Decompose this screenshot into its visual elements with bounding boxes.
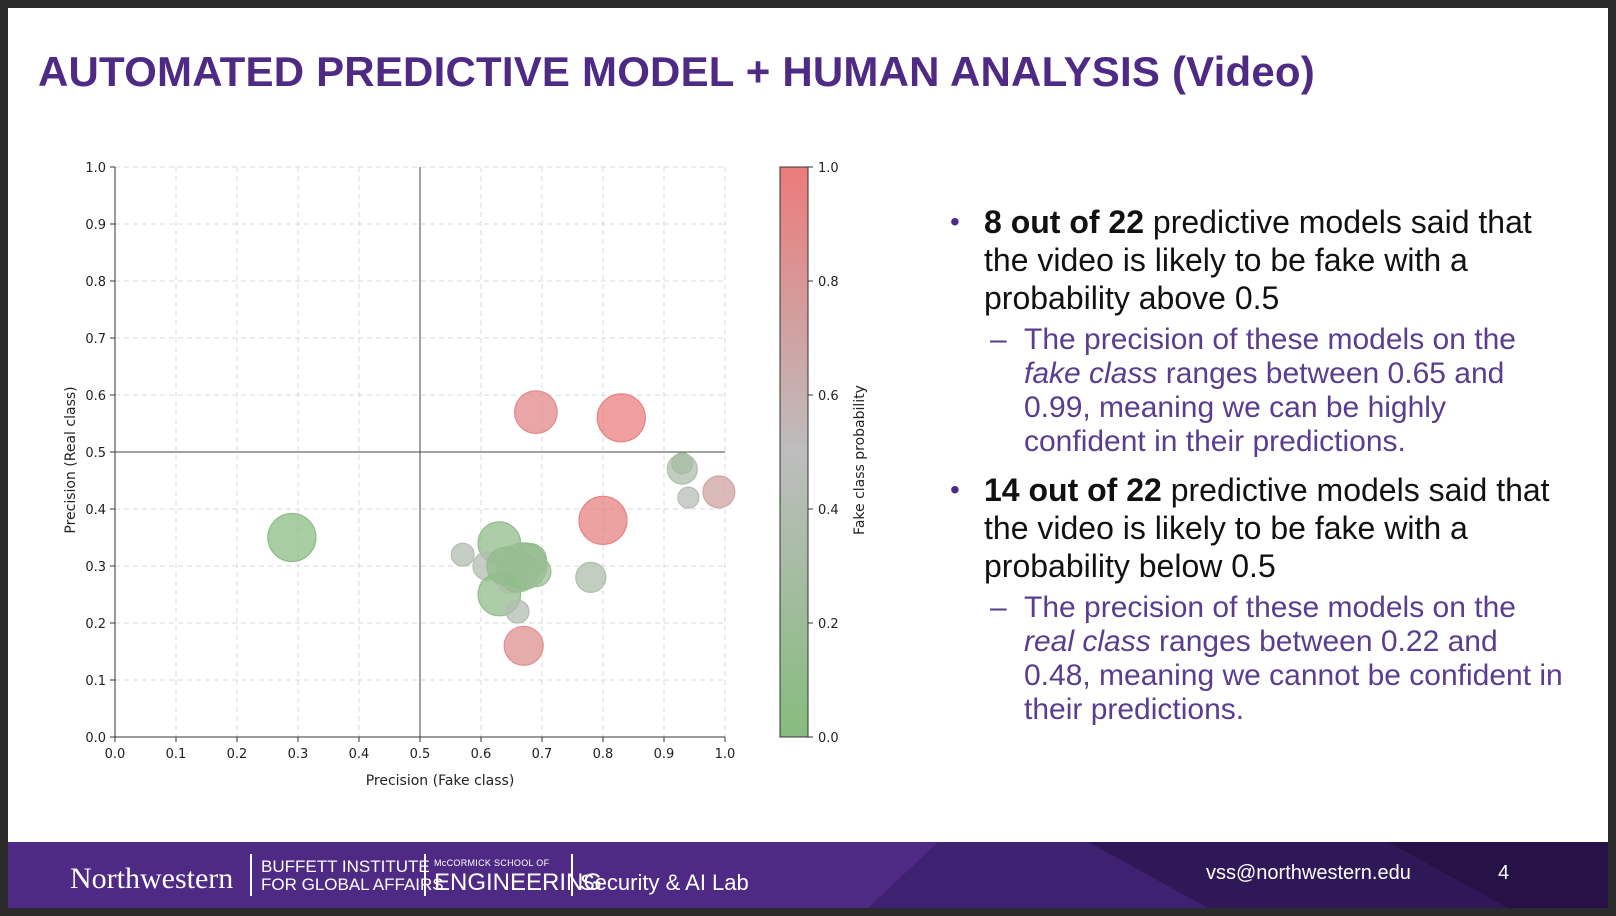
colorbar [779, 166, 809, 738]
bullet-marker: • [950, 206, 960, 237]
colorbar-tick-label: 0.0 [818, 731, 839, 746]
data-point [677, 486, 700, 509]
y-tick-label: 0.7 [85, 332, 106, 347]
bullet-emphasis: 14 out of 22 [984, 472, 1162, 508]
x-tick-label: 1.0 [715, 747, 736, 762]
lab-name: Security & AI Lab [580, 870, 749, 895]
bullet-text: predictive models said that the video is… [984, 472, 1550, 584]
slide: AUTOMATED PREDICTIVE MODEL + HUMAN ANALY… [8, 8, 1608, 908]
x-tick-label: 0.4 [349, 747, 370, 762]
colorbar-tick-label: 0.8 [818, 275, 839, 290]
x-tick-label: 0.8 [593, 747, 614, 762]
sub-bullet-marker: – [990, 323, 1007, 356]
footer-decoration [868, 842, 1608, 908]
sub-bullet-text: The precision of these models on the [1024, 591, 1516, 624]
x-tick-label: 0.9 [654, 747, 675, 762]
x-tick-label: 0.7 [532, 747, 553, 762]
data-point [496, 545, 527, 576]
data-point [702, 475, 736, 509]
logo-divider [571, 854, 573, 896]
colorbar-tick-label: 1.0 [818, 161, 839, 176]
data-point [596, 393, 646, 443]
colorbar-label: Fake class probability [852, 385, 868, 535]
y-tick-label: 0.0 [85, 731, 106, 746]
buffett-institute-logo-line2: FOR GLOBAL AFFAIRS [261, 875, 444, 894]
page-number: 4 [1498, 862, 1510, 884]
sub-bullet-text: ranges between 0.22 and 0.48, meaning we… [1024, 625, 1563, 726]
contact-email: vss@northwestern.edu [1206, 862, 1411, 884]
data-point [575, 561, 607, 594]
scatter-chart: 0.0 0.1 0.2 0.3 0.4 0.5 0.6 0.7 0.8 0.9 1.0 0.0 0.1 0… [63, 161, 868, 789]
y-tick-label: 0.8 [85, 275, 106, 290]
x-axis-label: Precision (Fake class) [366, 773, 515, 789]
y-tick-label: 0.5 [85, 446, 106, 461]
sub-bullet-item: – The precision of these models on the r… [948, 591, 1568, 727]
mccormick-logo-small: McCORMICK SCHOOL OF [434, 858, 550, 868]
colorbar-tick-label: 0.6 [818, 389, 839, 404]
data-point [450, 542, 475, 567]
data-point [514, 390, 558, 435]
engineering-logo: ENGINEERING [434, 869, 603, 896]
sub-bullet-item: – The precision of these models on the f… [948, 323, 1568, 459]
data-point [578, 495, 628, 546]
colorbar-tick-label: 0.2 [818, 617, 839, 632]
sub-bullet-marker: – [990, 591, 1007, 624]
bullet-emphasis: 8 out of 22 [984, 204, 1145, 240]
data-point [671, 452, 694, 475]
data-point [503, 625, 544, 666]
sub-bullet-italic: real class [1024, 625, 1151, 658]
y-tick-label: 0.3 [85, 560, 106, 575]
footer-bar: Northwestern BUFFETT INSTITUTE FOR GLOBA… [8, 842, 1608, 908]
northwestern-logo: Northwestern [70, 862, 234, 895]
data-point [267, 512, 317, 563]
x-tick-label: 0.2 [227, 747, 248, 762]
logo-divider [424, 854, 426, 896]
y-tick-label: 0.1 [85, 674, 106, 689]
slide-title: AUTOMATED PREDICTIVE MODEL + HUMAN ANALY… [38, 48, 1315, 95]
buffett-institute-logo: BUFFETT INSTITUTE [261, 857, 430, 876]
data-point [505, 599, 530, 624]
x-tick-label: 0.1 [166, 747, 187, 762]
y-tick-label: 0.2 [85, 617, 106, 632]
x-tick-label: 0.5 [410, 747, 431, 762]
x-tick-label: 0.6 [471, 747, 492, 762]
bullet-item: • 8 out of 22 predictive models said tha… [948, 203, 1568, 317]
x-tick-label: 0.0 [105, 747, 126, 762]
sub-bullet-text: The precision of these models on the [1024, 323, 1516, 356]
bullet-list: • 8 out of 22 predictive models said tha… [948, 203, 1568, 739]
logo-divider [250, 854, 252, 896]
y-tick-label: 1.0 [85, 161, 106, 176]
bullet-text: predictive models said that the video is… [984, 204, 1532, 316]
y-axis-label: Precision (Real class) [63, 386, 79, 533]
y-tick-label: 0.9 [85, 218, 106, 233]
sub-bullet-italic: fake class [1024, 357, 1158, 390]
data-point [520, 556, 552, 588]
x-tick-label: 0.3 [288, 747, 309, 762]
y-tick-label: 0.6 [85, 389, 106, 404]
y-tick-label: 0.4 [85, 503, 106, 518]
colorbar-tick-label: 0.4 [818, 503, 839, 518]
bullet-item: • 14 out of 22 predictive models said th… [948, 471, 1568, 585]
bullet-marker: • [950, 474, 960, 505]
sub-bullet-text: ranges between 0.65 and 0.99, meaning we… [1024, 357, 1505, 458]
